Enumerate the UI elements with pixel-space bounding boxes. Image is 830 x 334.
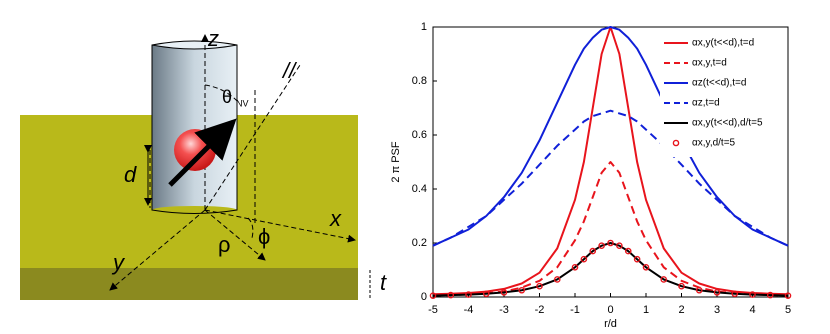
phi-label: ϕ: [258, 224, 270, 249]
legend-label: αx,y,d/t=5: [692, 138, 736, 149]
x-tick-label: -1: [570, 304, 580, 316]
x-label: x: [329, 206, 342, 231]
marker: [518, 286, 526, 294]
marker: [598, 242, 605, 249]
marker: [536, 282, 543, 290]
y-tick-label: 0.8: [412, 75, 427, 87]
x-tick-label: 0: [607, 304, 613, 316]
legend-label: αx,y(t<<d),d/t=5: [692, 118, 763, 129]
cylinder-base-edge: [151, 209, 238, 214]
marker: [766, 291, 774, 299]
marker: [678, 282, 685, 290]
marker: [784, 292, 792, 299]
x-tick-label: -4: [464, 304, 474, 316]
marker: [571, 263, 579, 271]
marker: [465, 291, 472, 298]
axes-lines: [109, 34, 356, 291]
marker: [660, 276, 668, 283]
rho-label: ρ: [218, 232, 231, 257]
y-label: y: [111, 250, 126, 275]
z-label: z: [207, 26, 219, 51]
legend-label: αz,t=d: [692, 98, 720, 109]
y-axis-label: 2 π PSF: [390, 141, 402, 182]
theta-label: θ: [222, 87, 232, 107]
marker: [624, 247, 632, 255]
legend-box: [660, 31, 784, 157]
marker: [429, 292, 437, 299]
legend-marker: [672, 139, 680, 147]
marker: [607, 239, 614, 247]
x-tick-label: 4: [749, 304, 755, 316]
x-tick-label: -5: [428, 304, 438, 316]
cylinder-base: [152, 206, 237, 214]
x-tick-label: 5: [785, 304, 791, 316]
marker: [749, 291, 756, 298]
layer: [20, 268, 358, 300]
marker: [553, 276, 561, 283]
x-tick-label: -3: [499, 304, 509, 316]
x-tick-label: -2: [535, 304, 545, 316]
marker: [580, 255, 588, 263]
x-tick-label: 2: [678, 304, 684, 316]
x-tick-label: 1: [643, 304, 649, 316]
y-tick-label: 0: [421, 291, 427, 303]
diagram: z θ NV // d x y ρ ϕ t: [20, 26, 387, 300]
series-line: [432, 109, 789, 247]
marker: [731, 290, 739, 298]
y-tick-label: 0.2: [412, 237, 427, 249]
y-tick-label: 0.6: [412, 129, 427, 141]
nv-center: [174, 129, 216, 171]
marker: [616, 242, 623, 249]
x-axis-label: r/d: [604, 318, 617, 330]
nv-axis: [168, 118, 237, 187]
legend-label: αz(t<<d),t=d: [692, 78, 746, 89]
y-tick-label: 1: [421, 21, 427, 33]
marker: [713, 289, 721, 296]
marker: [447, 291, 455, 299]
legend-label: αx,y,t=d: [692, 58, 727, 69]
d-label: d: [124, 162, 137, 187]
parallel-label: //: [281, 58, 297, 83]
marker: [633, 255, 641, 263]
y-tick-label: 0.4: [412, 183, 427, 195]
marker: [500, 289, 508, 296]
marker: [589, 247, 597, 255]
nv-label: NV: [236, 98, 249, 108]
marker: [695, 286, 703, 294]
t-label: t: [380, 270, 387, 295]
marker: [642, 263, 650, 271]
series-line: [432, 26, 789, 247]
series-line: [432, 242, 789, 297]
cylinder-top: [151, 40, 238, 50]
x-tick-label: 3: [714, 304, 720, 316]
legend-label: αx,y(t<<d),t=d: [692, 38, 754, 49]
marker: [482, 290, 490, 298]
